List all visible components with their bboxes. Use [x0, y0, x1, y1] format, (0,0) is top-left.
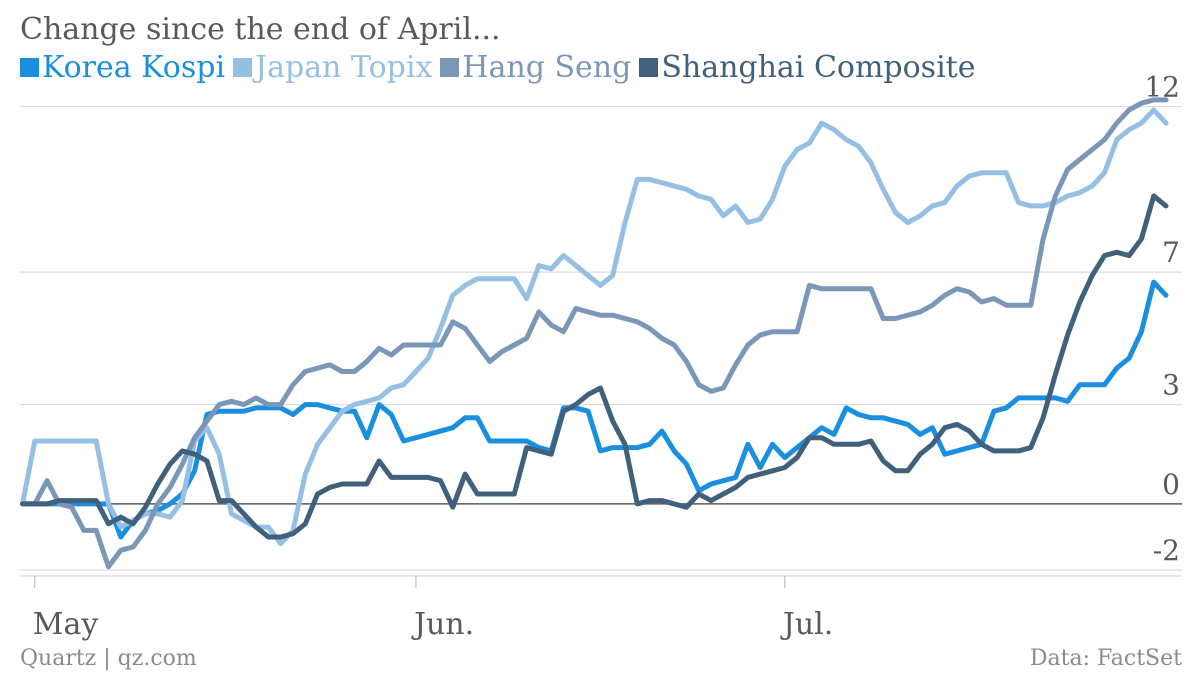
legend-swatch-japan-topix — [233, 58, 253, 77]
x-tick-label: May — [33, 607, 99, 642]
y-tick-label: 3 — [1162, 369, 1180, 402]
legend-label-shanghai-composite: Shanghai Composite — [661, 50, 976, 85]
legend-swatch-hang-seng — [440, 58, 460, 77]
series-line-japan-topix — [20, 107, 1169, 547]
y-tick-label: 7 — [1162, 236, 1180, 269]
legend-label-japan-topix: Japan Topix — [255, 50, 433, 85]
legend-item-hang-seng: Hang Seng — [440, 50, 631, 85]
legend-item-japan-topix: Japan Topix — [233, 50, 432, 85]
series-line-hang-seng — [20, 97, 1169, 570]
legend-label-hang-seng: Hang Seng — [462, 50, 632, 85]
x-tick-label: Jun. — [411, 607, 474, 642]
legend-item-shanghai-composite: Shanghai Composite — [639, 50, 975, 85]
series-line-shanghai-composite — [20, 193, 1169, 540]
legend-label-korea-kospi: Korea Kospi — [42, 50, 226, 85]
y-tick-label: 0 — [1162, 468, 1180, 501]
data-source: Data: FactSet — [1029, 646, 1182, 671]
chart-legend: Korea Kospi Japan Topix Hang Seng Shangh… — [20, 50, 983, 85]
chart-title: Change since the end of April... — [20, 12, 501, 47]
legend-swatch-shanghai-composite — [639, 58, 659, 77]
legend-item-korea-kospi: Korea Kospi — [20, 50, 225, 85]
legend-swatch-korea-kospi — [20, 58, 39, 77]
series-line-korea-kospi — [20, 279, 1169, 540]
source-credit: Quartz | qz.com — [20, 646, 197, 671]
y-tick-label: -2 — [1153, 534, 1180, 567]
x-tick-label: Jul. — [780, 607, 833, 642]
